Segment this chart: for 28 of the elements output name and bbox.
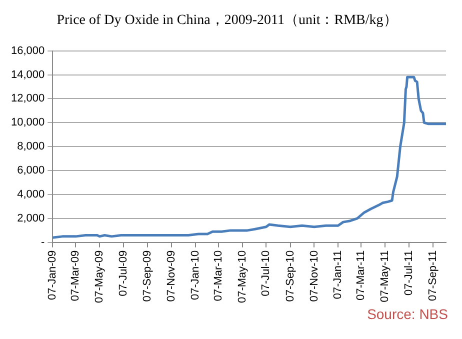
y-tick-label: 8,000: [17, 140, 45, 153]
x-tick-label: 07-Jul-10: [260, 250, 272, 296]
x-tick-label: 07-May-09: [94, 250, 106, 303]
x-tick-label: 07-Jul-09: [117, 250, 130, 296]
x-tick-label: 07-Mar-11: [355, 250, 368, 300]
x-tick-label: 07-Sep-10: [284, 250, 296, 302]
x-tick-label: 07-Jan-11: [332, 250, 344, 300]
x-tick-label: 07-Jul-11: [402, 250, 415, 296]
y-tick-label: 10,000: [10, 116, 45, 129]
x-tick-label: 07-May-11: [379, 250, 392, 302]
chart-title: Price of Dy Oxide in China，2009-2011（unit：RMB/kg）: [56, 13, 398, 28]
y-tick-label: 2,000: [17, 212, 45, 224]
y-tick-label: 6,000: [17, 164, 45, 177]
x-tick-label: 07-Mar-09: [70, 250, 82, 302]
y-tick-label: 16,000: [10, 44, 45, 57]
x-tick-label: 07-Mar-10: [212, 250, 224, 302]
y-tick-label: -: [40, 236, 45, 248]
x-tick-label: 07-May-10: [236, 250, 248, 303]
x-tick-label: 07-Sep-11: [427, 250, 440, 301]
source-note: Source: NBS: [366, 306, 449, 322]
y-tick-label: 12,000: [10, 92, 45, 105]
x-tick-label: 07-Jan-10: [189, 250, 202, 300]
y-tick-label: 14,000: [10, 68, 45, 81]
x-tick-label: 07-Sep-09: [142, 250, 154, 302]
y-tick-label: 4,000: [17, 188, 45, 201]
x-tick-label: 07-Nov-10: [308, 250, 320, 302]
x-tick-label: 07-Jan-09: [46, 250, 59, 300]
x-tick-label: 07-Nov-09: [166, 250, 178, 302]
